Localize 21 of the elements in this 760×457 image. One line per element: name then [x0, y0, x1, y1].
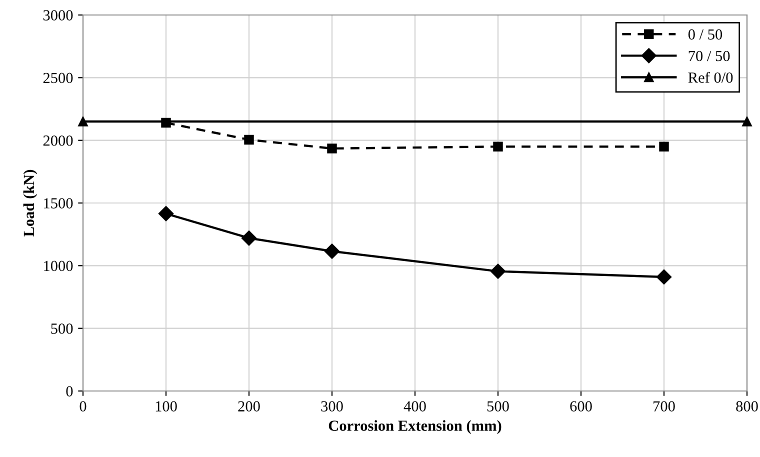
x-tick-label: 500: [487, 401, 509, 412]
x-axis-title: Corrosion Extension (mm): [328, 420, 502, 434]
legend-label: 0 / 50: [688, 29, 722, 40]
legend-label: Ref 0/0: [688, 72, 733, 83]
x-tick-label: 600: [570, 401, 592, 412]
y-tick-label: 0: [66, 386, 73, 396]
legend-label: 70 / 50: [688, 50, 730, 62]
y-tick-label: 1500: [44, 198, 73, 208]
y-tick-label: 3000: [43, 10, 73, 20]
x-tick-label: 400: [404, 401, 426, 412]
x-tick-label: 0: [80, 401, 86, 412]
y-tick-label: 1000: [44, 260, 73, 272]
x-tick-label: 200: [238, 401, 260, 412]
y-tick-label: 500: [51, 323, 73, 334]
x-tick-label: 700: [654, 401, 675, 412]
x-tick-label: 800: [736, 401, 758, 412]
y-tick-label: 2500: [43, 72, 73, 84]
x-tick-label: 300: [321, 401, 343, 412]
y-axis-title: Load (kN): [23, 170, 38, 236]
y-tick-label: 2000: [43, 135, 73, 146]
x-tick-label: 100: [156, 401, 177, 412]
